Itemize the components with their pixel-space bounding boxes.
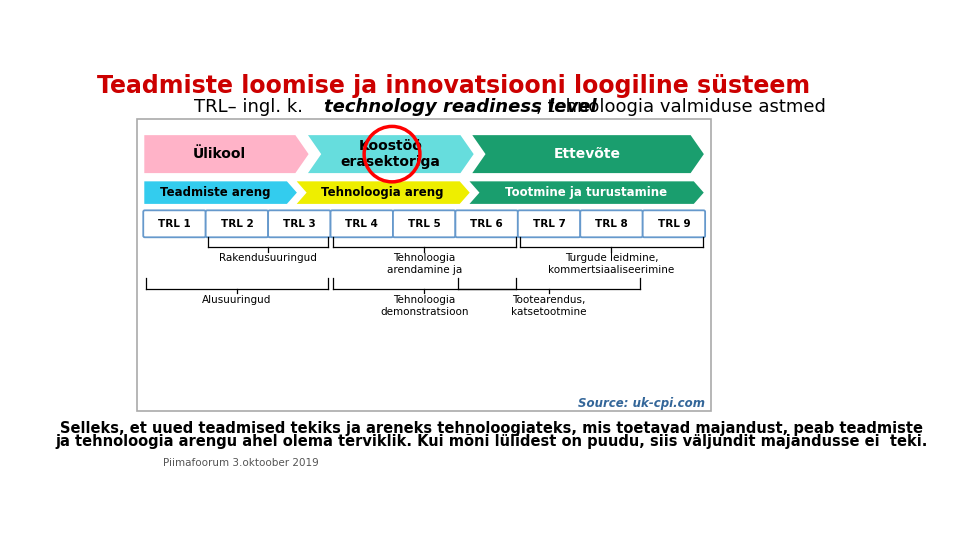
Text: Teadmiste loomise ja innovatsiooni loogiline süsteem: Teadmiste loomise ja innovatsiooni loogi… <box>97 75 810 98</box>
Text: Tehnoloogia areng: Tehnoloogia areng <box>322 186 444 199</box>
Text: Tehnoloogia
arendamine ja: Tehnoloogia arendamine ja <box>387 253 462 275</box>
Text: technology readiness level: technology readiness level <box>324 98 596 116</box>
Text: TRL– ingl. k.: TRL– ingl. k. <box>194 98 308 116</box>
Text: TRL 3: TRL 3 <box>283 219 316 229</box>
FancyBboxPatch shape <box>642 211 706 237</box>
Text: Alusuuringud: Alusuuringud <box>203 295 272 305</box>
Text: Rakendusuuringud: Rakendusuuringud <box>219 253 317 264</box>
Text: TRL 2: TRL 2 <box>221 219 253 229</box>
Text: TRL 9: TRL 9 <box>658 219 690 229</box>
FancyBboxPatch shape <box>143 211 205 237</box>
Text: TRL 1: TRL 1 <box>158 219 191 229</box>
Text: ja tehnoloogia arengu ahel olema terviklik. Kui mõni lülidest on puudu, siis väl: ja tehnoloogia arengu ahel olema tervikl… <box>56 434 928 449</box>
Text: TRL 7: TRL 7 <box>533 219 565 229</box>
FancyBboxPatch shape <box>330 211 393 237</box>
Text: TRL 8: TRL 8 <box>595 219 628 229</box>
Text: TRL 6: TRL 6 <box>470 219 503 229</box>
Polygon shape <box>143 180 299 205</box>
Text: Tootearendus,
katsetootmine: Tootearendus, katsetootmine <box>512 295 587 316</box>
FancyBboxPatch shape <box>205 211 268 237</box>
Text: Tootmine ja turustamine: Tootmine ja turustamine <box>505 186 667 199</box>
Text: , tehnoloogia valmiduse astmed: , tehnoloogia valmiduse astmed <box>537 98 826 116</box>
FancyBboxPatch shape <box>517 211 580 237</box>
Text: Ettevõte: Ettevõte <box>554 147 621 161</box>
FancyBboxPatch shape <box>137 119 710 411</box>
Text: Piimafoorum 3.oktoober 2019: Piimafoorum 3.oktoober 2019 <box>162 457 319 468</box>
Text: TRL 5: TRL 5 <box>408 219 441 229</box>
Polygon shape <box>295 180 471 205</box>
FancyBboxPatch shape <box>393 211 455 237</box>
Polygon shape <box>143 134 310 174</box>
Text: Source: uk-cpi.com: Source: uk-cpi.com <box>578 397 706 410</box>
Text: Koostöö
erasektoriga: Koostöö erasektoriga <box>341 139 441 169</box>
FancyBboxPatch shape <box>580 211 642 237</box>
FancyBboxPatch shape <box>268 211 330 237</box>
Text: Turgude leidmine,
kommertsiaaliseerimine: Turgude leidmine, kommertsiaaliseerimine <box>548 253 675 275</box>
Text: Ülikool: Ülikool <box>193 147 246 161</box>
Text: TRL 4: TRL 4 <box>346 219 378 229</box>
Text: Tehnoloogia
demonstratsioon: Tehnoloogia demonstratsioon <box>380 295 468 316</box>
Text: Teadmiste areng: Teadmiste areng <box>160 186 271 199</box>
Polygon shape <box>306 134 475 174</box>
Polygon shape <box>468 180 706 205</box>
Polygon shape <box>470 134 706 174</box>
Text: Selleks, et uued teadmised tekiks ja areneks tehnoloogiateks, mis toetavad majan: Selleks, et uued teadmised tekiks ja are… <box>60 421 924 436</box>
FancyBboxPatch shape <box>455 211 517 237</box>
